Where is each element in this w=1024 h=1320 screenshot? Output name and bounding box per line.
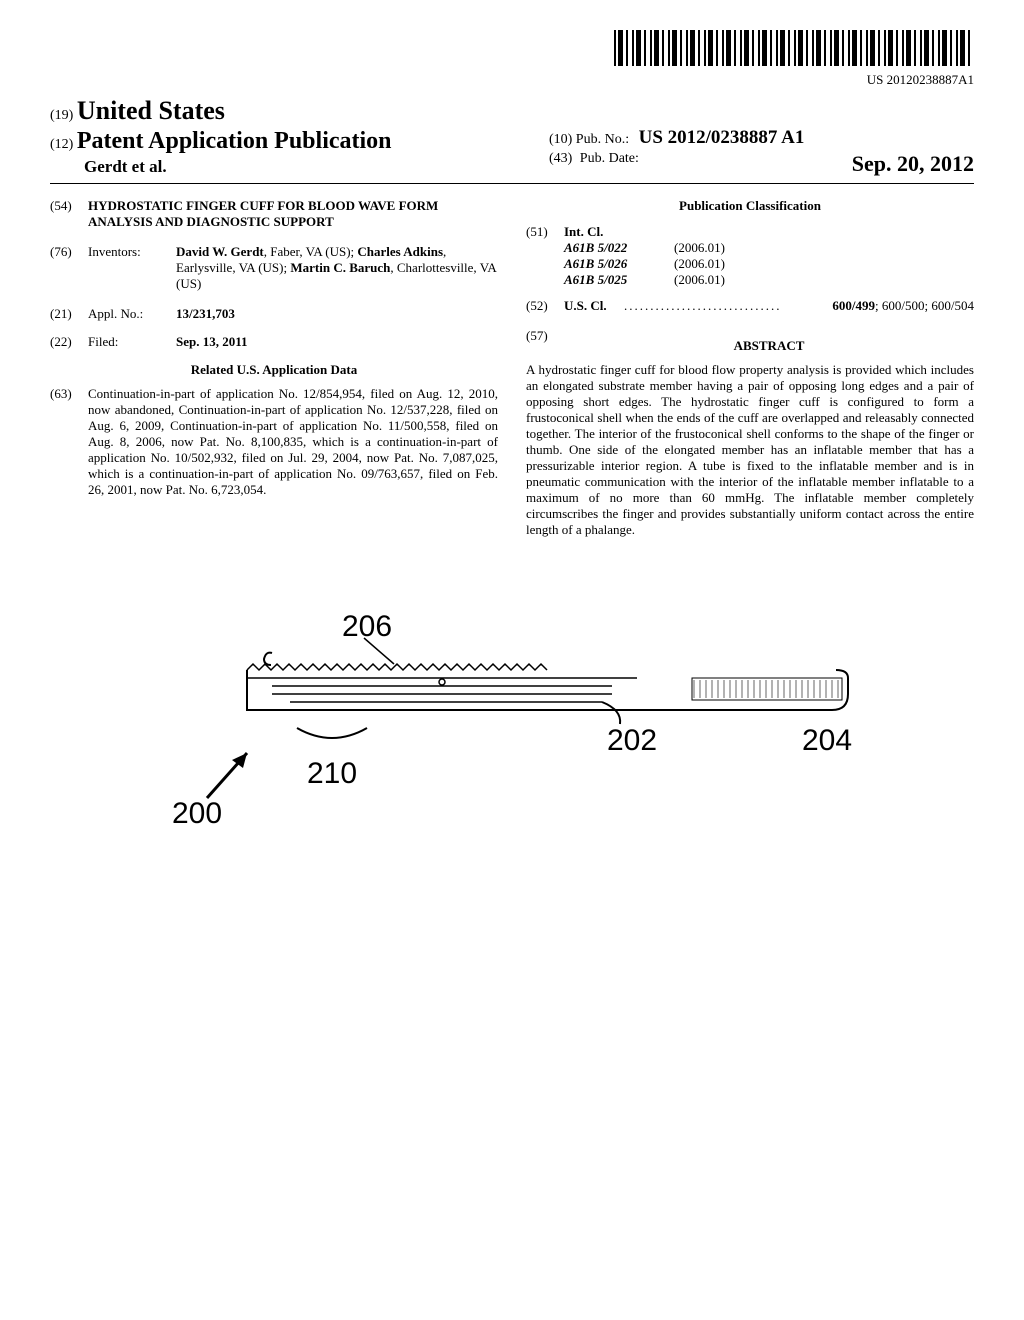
barcode-area [50, 30, 974, 70]
inventors-list: David W. Gerdt, Faber, VA (US); Charles … [176, 244, 498, 292]
intcl-code-1: A61B 5/026 [564, 256, 674, 272]
classification-heading: Publication Classification [526, 198, 974, 214]
applno: 13/231,703 [176, 306, 498, 322]
inventor-name-0: David W. Gerdt [176, 244, 264, 259]
filed-label: Filed: [88, 334, 176, 350]
fig-label-206: 206 [342, 610, 392, 643]
intcl-list: A61B 5/022 (2006.01) A61B 5/026 (2006.01… [564, 240, 974, 288]
pub-date-line: (43) Pub. Date: Sep. 20, 2012 [549, 151, 974, 167]
fig-teeth [247, 664, 547, 670]
fig-label-204: 204 [802, 724, 852, 757]
barcode-graphic [614, 30, 974, 66]
inventor-loc-0: , Faber, VA (US); [264, 244, 358, 259]
inventor-name-1: Charles Adkins [357, 244, 443, 259]
pub-date-label: Pub. Date: [580, 151, 639, 166]
intcl-label-text: Int. Cl. [564, 224, 603, 239]
header-right: (10) Pub. No.: US 2012/0238887 A1 (43) P… [549, 127, 974, 177]
code-63: (63) [50, 386, 88, 498]
applno-label: Appl. No.: [88, 306, 176, 322]
uscl-values: 600/499; 600/500; 600/504 [832, 298, 974, 314]
applno-value: 13/231,703 [176, 306, 235, 321]
code-52: (52) [526, 298, 564, 314]
related-row: (63) Continuation-in-part of application… [50, 386, 498, 498]
fig-port [439, 679, 445, 685]
uscl-dots: .............................. [624, 298, 832, 314]
figure-area: 206 202 204 210 200 [50, 598, 974, 878]
right-column: Publication Classification (51) Int. Cl.… [526, 198, 974, 538]
title-block: (54) HYDROSTATIC FINGER CUFF FOR BLOOD W… [50, 198, 498, 230]
code-12: (12) [50, 137, 73, 152]
intcl-item: A61B 5/026 (2006.01) [564, 256, 974, 272]
pub-date: Sep. 20, 2012 [852, 151, 974, 177]
header-left: (19) United States (12) Patent Applicati… [50, 96, 530, 177]
fig-outline [247, 670, 848, 710]
code-22: (22) [50, 334, 88, 350]
left-column: (54) HYDROSTATIC FINGER CUFF FOR BLOOD W… [50, 198, 498, 538]
fig-lead-202 [602, 702, 620, 724]
country-line: (19) United States [50, 96, 530, 126]
pub-type: Patent Application Publication [77, 128, 392, 154]
code-43: (43) [549, 151, 572, 166]
code-19: (19) [50, 108, 73, 123]
intcl-ver-1: (2006.01) [674, 256, 725, 272]
code-10: (10) [549, 132, 572, 147]
related-heading: Related U.S. Application Data [50, 362, 498, 378]
uscl-label-text: U.S. Cl. [564, 298, 607, 313]
header-row: (19) United States (12) Patent Applicati… [50, 96, 974, 177]
uscl-label: U.S. Cl. [564, 298, 624, 314]
inventors-label: Inventors: [88, 244, 176, 292]
abstract-row: (57) ABSTRACT [526, 328, 974, 362]
body-columns: (54) HYDROSTATIC FINGER CUFF FOR BLOOD W… [50, 198, 974, 538]
uscl-row: (52) U.S. Cl. ..........................… [526, 298, 974, 314]
inventors-block: (76) Inventors: David W. Gerdt, Faber, V… [50, 244, 498, 292]
pub-no-label: Pub. No.: [576, 132, 629, 147]
fig-fastener-pad [692, 678, 842, 700]
code-76: (76) [50, 244, 88, 292]
country-name: United States [77, 96, 225, 125]
pub-no: US 2012/0238887 A1 [639, 127, 805, 148]
applno-row: (21) Appl. No.: 13/231,703 [50, 306, 498, 322]
fig-label-202: 202 [607, 724, 657, 757]
pub-no-line: (10) Pub. No.: US 2012/0238887 A1 [549, 127, 974, 149]
fig-label-200: 200 [172, 797, 222, 830]
fig-arrow-200 [207, 753, 247, 798]
intcl-item: A61B 5/025 (2006.01) [564, 272, 974, 288]
code-51: (51) [526, 224, 564, 240]
code-54: (54) [50, 198, 88, 230]
code-57: (57) [526, 328, 564, 362]
divider [50, 183, 974, 184]
uscl-main: 600/499 [832, 298, 875, 313]
filed-value: Sep. 13, 2011 [176, 334, 248, 349]
intcl-code-0: A61B 5/022 [564, 240, 674, 256]
fig-label-210: 210 [307, 757, 357, 790]
invention-title: HYDROSTATIC FINGER CUFF FOR BLOOD WAVE F… [88, 198, 498, 230]
abstract-heading: ABSTRACT [564, 338, 974, 354]
related-text: Continuation-in-part of application No. … [88, 386, 498, 498]
intcl-ver-2: (2006.01) [674, 272, 725, 288]
intcl-ver-0: (2006.01) [674, 240, 725, 256]
abstract-text: A hydrostatic finger cuff for blood flow… [526, 362, 974, 538]
pub-type-line: (12) Patent Application Publication [50, 128, 530, 155]
inventor-name-2: Martin C. Baruch [290, 260, 390, 275]
fig-arc-210 [297, 728, 367, 738]
uscl-rest: ; 600/500; 600/504 [875, 298, 974, 313]
intcl-item: A61B 5/022 (2006.01) [564, 240, 974, 256]
intcl-code-2: A61B 5/025 [564, 272, 674, 288]
intcl-row: (51) Int. Cl. [526, 224, 974, 240]
code-21: (21) [50, 306, 88, 322]
intcl-label: Int. Cl. [564, 224, 603, 240]
barcode-text: US 20120238887A1 [50, 72, 974, 88]
filed-row: (22) Filed: Sep. 13, 2011 [50, 334, 498, 350]
author-line: Gerdt et al. [84, 157, 530, 177]
filed: Sep. 13, 2011 [176, 334, 498, 350]
patent-figure: 206 202 204 210 200 [132, 598, 892, 878]
